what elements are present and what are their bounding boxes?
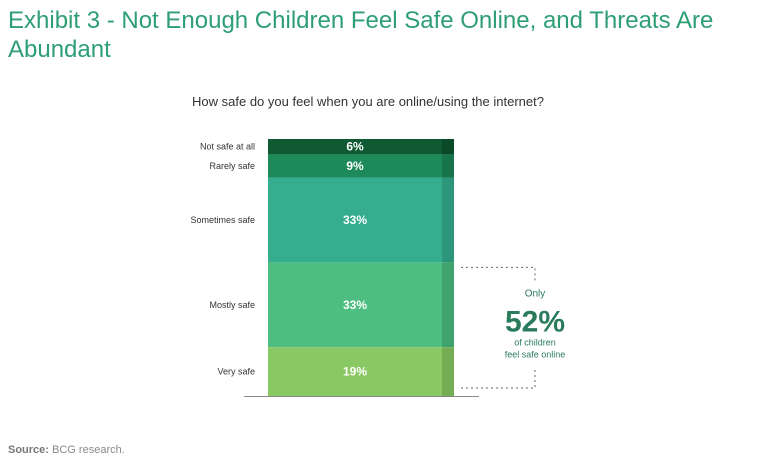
chart-title: How safe do you feel when you are online… <box>192 94 544 109</box>
bar-segment-side-not-safe-at-all <box>442 139 454 155</box>
page-title: Exhibit 3 - Not Enough Children Feel Saf… <box>8 7 714 63</box>
value-label-rarely-safe: 9% <box>346 159 364 173</box>
bar-segment-side-rarely-safe <box>442 154 454 178</box>
bar-segment-side-mostly-safe <box>442 262 454 348</box>
category-label-not-safe-at-all: Not safe at all <box>200 142 255 152</box>
value-label-sometimes-safe: 33% <box>343 213 367 227</box>
callout: Only 52% of children feel safe online <box>461 266 566 389</box>
bar-segments <box>268 139 454 396</box>
callout-only-text: Only <box>525 288 546 299</box>
bar-segment-side-sometimes-safe <box>442 177 454 263</box>
bar-segment-not-safe-at-all <box>268 139 442 155</box>
category-label-sometimes-safe: Sometimes safe <box>190 215 255 225</box>
callout-value: 52% <box>505 305 565 338</box>
category-label-mostly-safe: Mostly safe <box>209 300 255 310</box>
source-text: BCG research. <box>52 444 125 456</box>
bar-segment-side-very-safe <box>442 347 454 396</box>
category-labels: Not safe at all Rarely safe Sometimes safe… <box>190 142 255 377</box>
value-labels: 6% 9% 33% 33% 19% <box>343 140 367 379</box>
bar-segment-rarely-safe <box>268 154 442 178</box>
bar-segment-very-safe <box>268 347 442 396</box>
category-label-rarely-safe: Rarely safe <box>209 161 255 171</box>
callout-line-2: of children <box>514 337 556 347</box>
value-label-mostly-safe: 33% <box>343 298 367 312</box>
value-label-not-safe-at-all: 6% <box>346 140 364 154</box>
category-label-very-safe: Very safe <box>217 367 255 377</box>
source-label: Source: <box>8 444 49 456</box>
callout-line-3: feel safe online <box>505 349 566 359</box>
bar-segment-mostly-safe <box>268 262 442 348</box>
source-note: Source: BCG research. <box>8 444 125 456</box>
value-label-very-safe: 19% <box>343 365 367 379</box>
bar-segment-sometimes-safe <box>268 177 442 263</box>
